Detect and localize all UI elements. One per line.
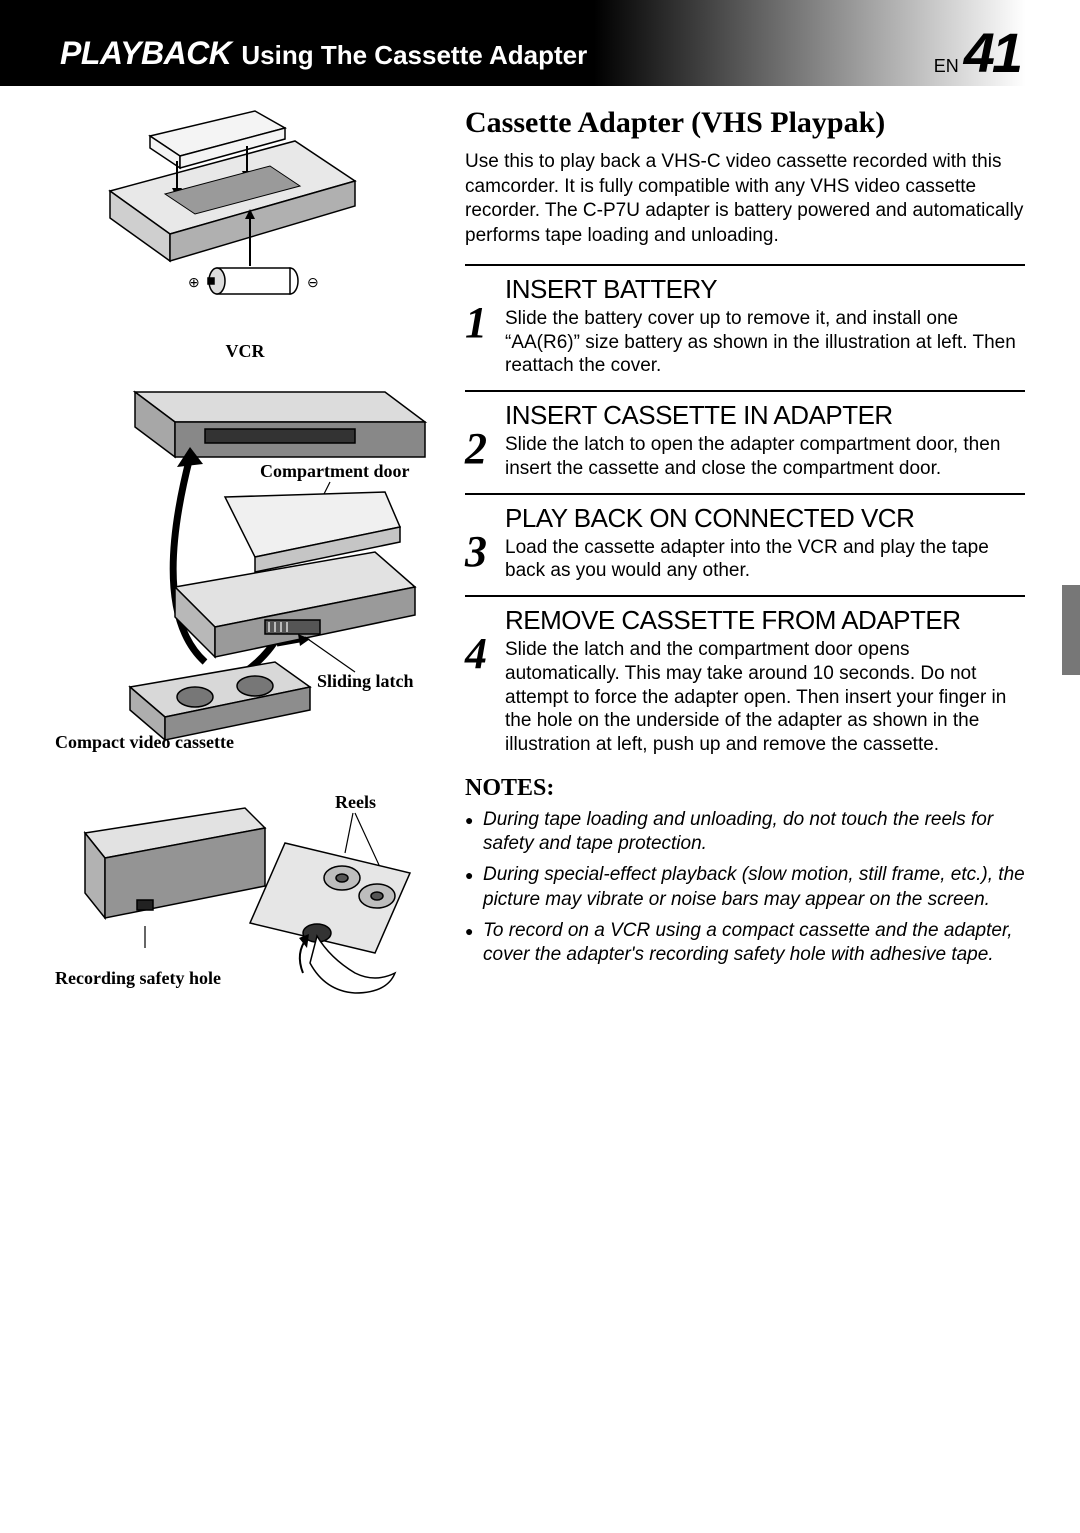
notes-list: During tape loading and unloading, do no… — [465, 808, 1025, 968]
svg-text:⊖: ⊖ — [307, 274, 319, 290]
step-4-number: 4 — [465, 635, 497, 672]
svg-text:⊕: ⊕ — [188, 274, 200, 290]
note-item-2: During special-effect playback (slow mot… — [465, 863, 1025, 912]
note-item-3: To record on a VCR using a compact casse… — [465, 919, 1025, 968]
step-4-title: REMOVE CASSETTE FROM ADAPTER — [505, 605, 1025, 636]
reels-label-text: Reels — [335, 792, 376, 812]
step-2: 2 INSERT CASSETTE IN ADAPTER Slide the l… — [465, 390, 1025, 481]
side-tab — [1062, 585, 1080, 675]
step-1-text: Slide the battery cover up to remove it,… — [505, 307, 1025, 378]
step-1-body: INSERT BATTERY Slide the battery cover u… — [505, 274, 1025, 378]
note-item-1: During tape loading and unloading, do no… — [465, 808, 1025, 857]
sliding-latch-label-text: Sliding latch — [317, 671, 414, 691]
vcr-adapter-svg: Compartment door — [55, 362, 435, 762]
intro-text: Use this to play back a VHS-C video cass… — [465, 150, 1025, 249]
figures-column: ⊕ ⊖ VCR — [55, 106, 435, 1014]
content-area: ⊕ ⊖ VCR — [0, 86, 1080, 1014]
main-heading: Cassette Adapter (VHS Playpak) — [465, 106, 1025, 140]
step-4: 4 REMOVE CASSETTE FROM ADAPTER Slide the… — [465, 595, 1025, 757]
vcr-label: VCR — [55, 341, 435, 362]
header-subtitle: Using The Cassette Adapter — [241, 40, 587, 71]
page-header: PLAYBACK Using The Cassette Adapter EN 4… — [0, 0, 1080, 86]
header-playback: PLAYBACK — [60, 35, 231, 72]
figure-safety-hole: Reels — [55, 778, 435, 989]
step-2-text: Slide the latch to open the adapter comp… — [505, 433, 1025, 481]
figure-battery: ⊕ ⊖ — [55, 106, 435, 316]
header-lang: EN — [934, 56, 959, 77]
step-4-body: REMOVE CASSETTE FROM ADAPTER Slide the l… — [505, 605, 1025, 757]
step-2-number: 2 — [465, 430, 497, 467]
step-3-text: Load the cassette adapter into the VCR a… — [505, 536, 1025, 584]
step-1-title: INSERT BATTERY — [505, 274, 1025, 305]
header-title-group: PLAYBACK Using The Cassette Adapter — [60, 35, 587, 72]
step-2-body: INSERT CASSETTE IN ADAPTER Slide the lat… — [505, 400, 1025, 481]
battery-diagram-svg: ⊕ ⊖ — [55, 106, 385, 316]
compartment-label-text: Compartment door — [260, 461, 409, 481]
step-3: 3 PLAY BACK ON CONNECTED VCR Load the ca… — [465, 493, 1025, 584]
text-column: Cassette Adapter (VHS Playpak) Use this … — [465, 106, 1025, 1014]
step-2-title: INSERT CASSETTE IN ADAPTER — [505, 400, 1025, 431]
header-page-number: 41 — [964, 25, 1020, 81]
compact-cassette-label: Compact video cassette — [55, 732, 435, 753]
step-4-text: Slide the latch and the compartment door… — [505, 638, 1025, 757]
step-3-number: 3 — [465, 533, 497, 570]
step-1: 1 INSERT BATTERY Slide the battery cover… — [465, 264, 1025, 378]
step-3-body: PLAY BACK ON CONNECTED VCR Load the cass… — [505, 503, 1025, 584]
figure-vcr-adapter: VCR Compartment door — [55, 341, 435, 753]
step-3-title: PLAY BACK ON CONNECTED VCR — [505, 503, 1025, 534]
step-1-number: 1 — [465, 304, 497, 341]
notes-heading: NOTES: — [465, 775, 1025, 802]
header-page-group: EN 41 — [934, 25, 1020, 81]
